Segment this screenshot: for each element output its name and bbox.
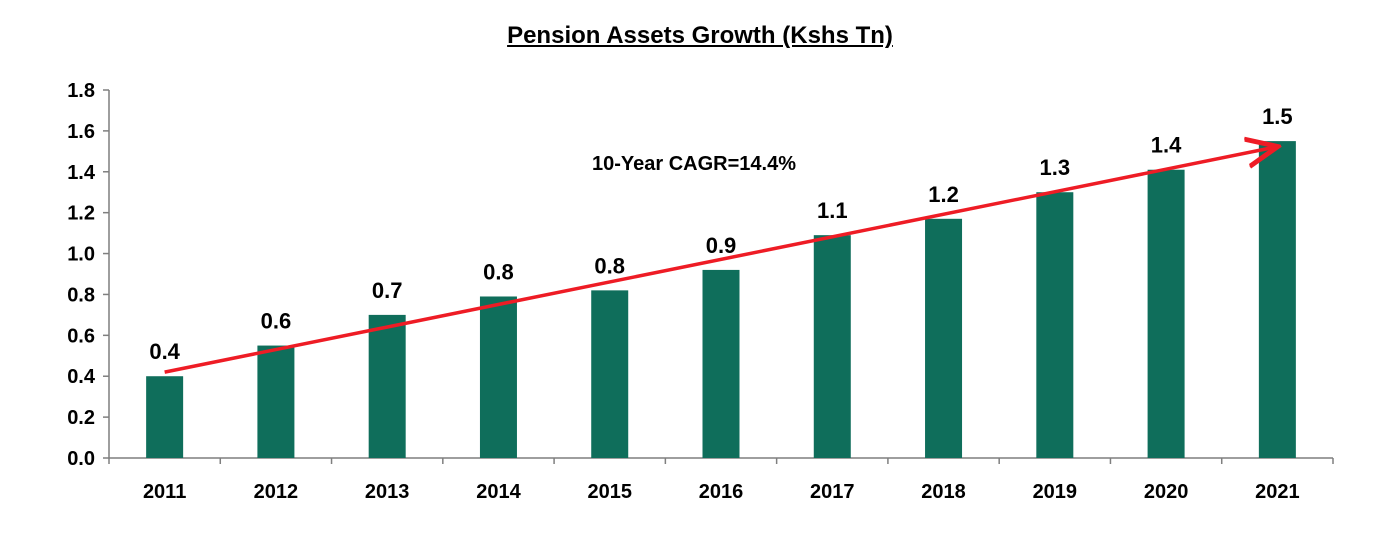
chart-title: Pension Assets Growth (Kshs Tn) [507, 22, 893, 49]
data-label: 1.1 [817, 198, 848, 223]
y-tick-label: 0.2 [67, 407, 95, 429]
x-tick-label: 2017 [810, 481, 855, 503]
bar [1036, 192, 1074, 458]
x-tick-label: 2019 [1033, 481, 1078, 503]
cagr-annotation: 10-Year CAGR=14.4% [592, 153, 796, 175]
y-tick-label: 1.0 [67, 244, 95, 266]
x-tick-label: 2013 [365, 481, 410, 503]
y-tick-label: 0.6 [67, 325, 95, 347]
bar [368, 314, 406, 458]
bar [1147, 169, 1185, 458]
bar [479, 296, 517, 458]
y-tick-label: 1.8 [67, 80, 95, 102]
bar [702, 269, 740, 458]
data-label: 1.3 [1040, 155, 1071, 180]
data-label: 0.8 [594, 253, 625, 278]
y-tick-label: 1.4 [67, 162, 96, 184]
data-label: 0.7 [372, 278, 403, 303]
data-label: 1.4 [1151, 133, 1182, 158]
data-label: 0.9 [706, 233, 737, 258]
y-tick-label: 0.0 [67, 448, 95, 470]
x-tick-label: 2012 [254, 481, 299, 503]
y-tick-label: 1.6 [67, 121, 95, 143]
trend-arrow [164, 147, 1275, 374]
y-tick-label: 0.8 [67, 284, 95, 306]
bar [146, 376, 184, 458]
x-tick-label: 2016 [699, 481, 744, 503]
y-tick-label: 0.4 [67, 366, 96, 388]
x-tick-label: 2011 [143, 481, 186, 503]
bar [925, 218, 963, 458]
x-tick-label: 2015 [587, 481, 632, 503]
data-label: 0.8 [483, 259, 514, 284]
data-label: 1.2 [928, 182, 959, 207]
data-label: 0.4 [149, 339, 180, 364]
bar [257, 345, 295, 458]
x-tick-label: 2014 [476, 481, 521, 503]
bar [1258, 141, 1296, 458]
data-label: 0.6 [261, 309, 292, 334]
data-label: 1.5 [1262, 104, 1293, 129]
x-tick-label: 2018 [921, 481, 966, 503]
x-tick-label: 2020 [1144, 481, 1189, 503]
bar [591, 290, 629, 458]
bar [813, 235, 851, 458]
x-tick-label: 2021 [1255, 481, 1300, 503]
y-tick-label: 1.2 [67, 203, 95, 225]
